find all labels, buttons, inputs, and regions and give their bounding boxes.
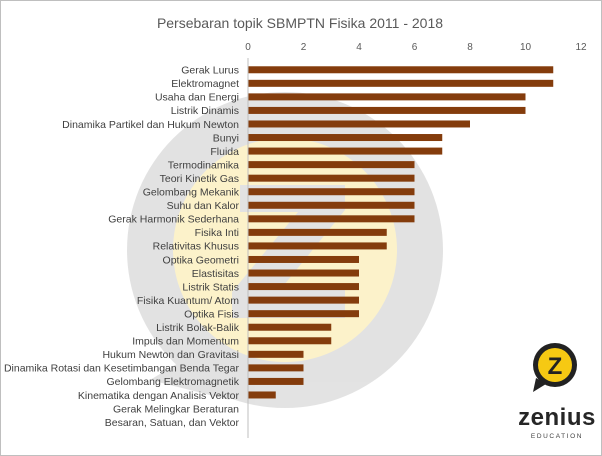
category-label: Usaha dan Energi [155,92,239,104]
category-label: Gerak Lurus [181,65,239,77]
category-label: Elastisitas [192,268,239,280]
category-label: Fisika Kuantum/ Atom [137,295,239,307]
x-tick-label: 4 [356,42,362,53]
category-label: Listrik Bolak-Balik [156,322,240,334]
logo-brand-name: zenius [518,404,596,431]
x-tick-label: 2 [301,42,307,53]
bar [248,350,304,358]
bar [248,310,359,318]
category-label: Listrik Statis [182,281,239,293]
bar [248,106,526,114]
bar [248,255,359,263]
bar [248,215,415,223]
x-axis-ticks: 0 2 4 6 8 10 12 [245,42,587,53]
category-label: Dinamika Partikel dan Hukum Newton [62,119,239,131]
bar [248,201,415,209]
logo-badge-tail-icon [533,378,546,392]
bar [248,93,526,101]
bar [248,228,387,236]
category-label: Teori Kinetik Gas [160,173,239,185]
logo-tagline: EDUCATION [531,433,583,440]
category-label: Gerak Melingkar Beraturan [113,403,239,415]
bar [248,242,387,250]
category-label: Elektromagnet [171,78,239,90]
bar [248,337,332,345]
bar-series [248,66,554,399]
category-label: Gelombang Mekanik [143,187,240,199]
category-label: Hukum Newton dan Gravitasi [102,349,239,361]
bar [248,377,304,385]
bar [248,66,554,74]
x-tick-label: 8 [467,42,473,53]
bar [248,79,554,87]
x-tick-label: 10 [520,42,532,53]
category-label: Listrik Dinamis [171,105,239,117]
bar [248,188,415,196]
bar [248,134,443,142]
category-label: Gerak Harmonik Sederhana [108,214,239,226]
category-label: Bunyi [213,132,239,144]
category-label: Fluida [210,146,239,158]
category-label: Impuls dan Momentum [132,336,239,348]
category-label: Relativitas Khusus [153,241,239,253]
x-tick-label: 0 [245,42,251,53]
category-label: Kinematika dengan Analisis Vektor [78,390,240,402]
bar [248,174,415,182]
chart-title: Persebaran topik SBMPTN Fisika 2011 - 20… [157,15,443,31]
logo-mark-letter: Z [548,353,563,380]
bar [248,269,359,277]
x-tick-label: 6 [412,42,418,53]
x-tick-label: 12 [575,42,587,53]
bar [248,296,359,304]
bar [248,120,470,128]
category-label: Gelombang Elektromagnetik [107,376,240,388]
category-label: Suhu dan Kalor [167,200,240,212]
category-label: Termodinamika [168,159,239,171]
bar [248,391,276,399]
bar [248,323,332,331]
category-label: Optika Geometri [163,254,239,266]
bar [248,283,359,291]
category-label: Besaran, Satuan, dan Vektor [105,417,240,429]
bar [248,161,415,169]
category-label: Fisika Inti [195,227,239,239]
logo-badge-inner-icon [538,348,572,382]
bar [248,364,304,372]
bar [248,147,443,155]
category-label: Dinamika Rotasi dan Kesetimbangan Benda … [4,363,240,375]
category-label: Optika Fisis [184,308,239,320]
zenius-logo: Z zenius EDUCATION [518,343,596,440]
